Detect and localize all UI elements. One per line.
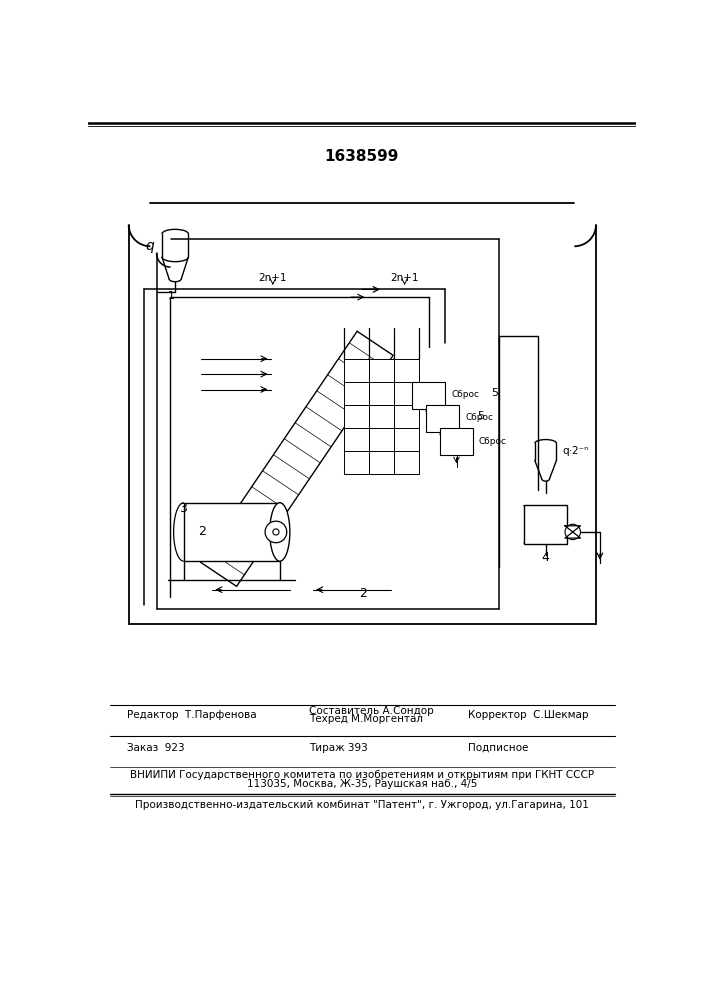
Circle shape [265, 521, 287, 543]
Bar [394, 451, 419, 474]
Bar [344, 359, 369, 382]
Bar [344, 451, 369, 474]
Text: 5: 5 [491, 388, 498, 398]
Text: q: q [146, 239, 154, 253]
Text: Составитель А.Сондор: Составитель А.Сондор [309, 706, 434, 716]
Text: Сброс: Сброс [451, 390, 479, 399]
Bar [369, 359, 394, 382]
Bar [369, 405, 394, 428]
Text: 2: 2 [360, 587, 368, 600]
Text: Сброс: Сброс [465, 413, 493, 422]
Bar [524, 505, 567, 544]
Bar [440, 428, 473, 455]
Bar [369, 382, 394, 405]
Bar [344, 428, 369, 451]
Ellipse shape [270, 503, 290, 561]
Text: q·2⁻ⁿ: q·2⁻ⁿ [563, 446, 589, 456]
Text: 113035, Москва, Ж-35, Раушская наб., 4/5: 113035, Москва, Ж-35, Раушская наб., 4/5 [247, 779, 477, 789]
Text: Техред М.Моргентал: Техред М.Моргентал [309, 714, 423, 724]
Text: Подписное: Подписное [468, 743, 529, 753]
Bar [369, 451, 394, 474]
Circle shape [273, 529, 279, 535]
Text: Корректор  С.Шекмар: Корректор С.Шекмар [468, 710, 589, 720]
Bar [394, 428, 419, 451]
Text: 2: 2 [199, 525, 206, 538]
Text: 1: 1 [168, 291, 175, 301]
Bar [344, 405, 369, 428]
Bar [412, 382, 445, 409]
Text: 4: 4 [542, 551, 549, 564]
Bar [344, 382, 369, 405]
Bar [426, 405, 459, 432]
Text: Производственно-издательский комбинат "Патент", г. Ужгород, ул.Гагарина, 101: Производственно-издательский комбинат "П… [135, 800, 589, 810]
Text: 1638599: 1638599 [325, 149, 399, 164]
Bar [369, 428, 394, 451]
Bar [394, 359, 419, 382]
Text: 2n+1: 2n+1 [259, 273, 287, 283]
Text: 3: 3 [179, 502, 187, 515]
Circle shape [565, 524, 580, 540]
Text: Редактор  Т.Парфенова: Редактор Т.Парфенова [127, 710, 257, 720]
Text: 5: 5 [477, 411, 484, 421]
Bar [394, 405, 419, 428]
Text: Заказ  923: Заказ 923 [127, 743, 185, 753]
Text: Тираж 393: Тираж 393 [309, 743, 368, 753]
Text: Сброс: Сброс [479, 437, 507, 446]
Bar [394, 382, 419, 405]
Bar [184, 503, 280, 561]
Text: 2n+1: 2n+1 [390, 273, 419, 283]
Text: ВНИИПИ Государственного комитета по изобретениям и открытиям при ГКНТ СССР: ВНИИПИ Государственного комитета по изоб… [130, 770, 594, 780]
